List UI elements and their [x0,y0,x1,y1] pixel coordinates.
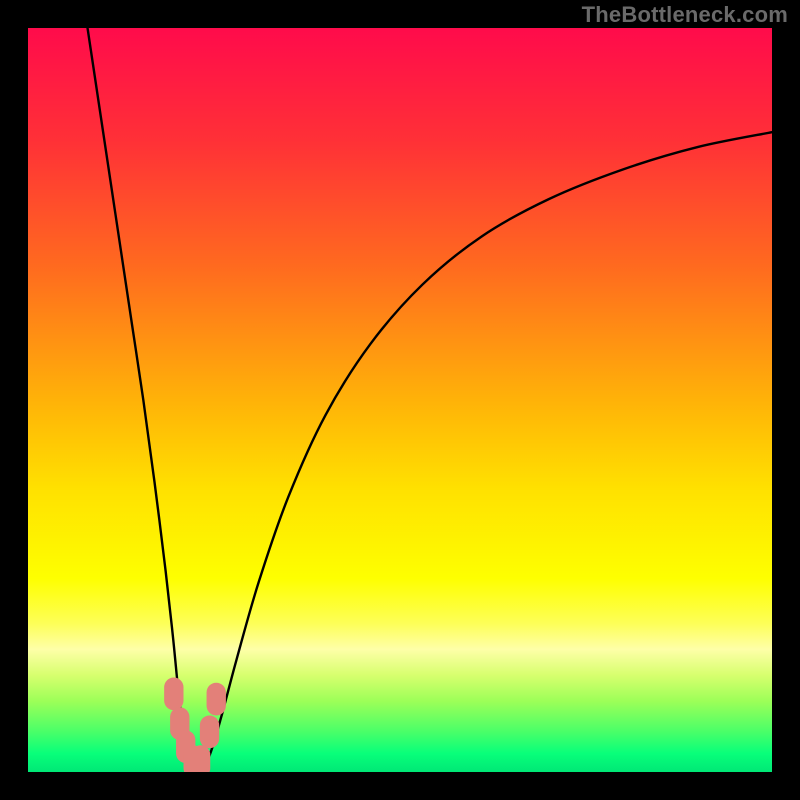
chart-background [28,28,772,772]
curve-marker [207,683,226,716]
watermark-label: TheBottleneck.com [582,2,788,28]
curve-marker [191,745,210,772]
chart-plot-area [28,28,772,772]
chart-svg [28,28,772,772]
curve-marker [164,678,183,711]
curve-marker [200,715,219,748]
